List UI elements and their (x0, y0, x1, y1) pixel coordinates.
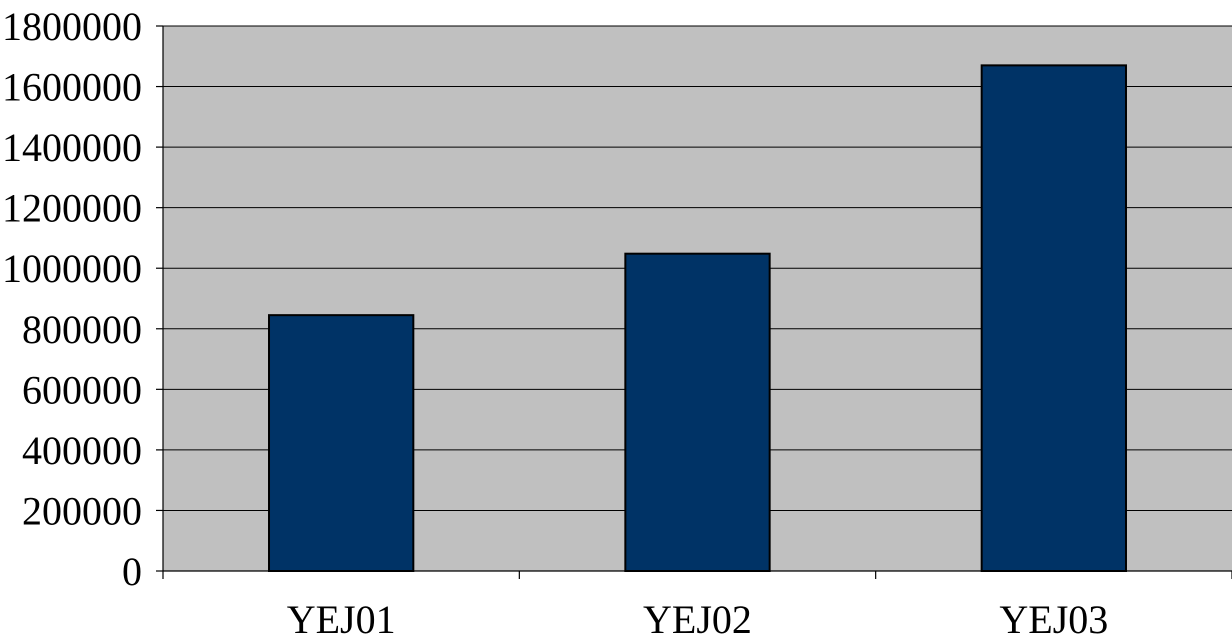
y-axis-tick-label: 1800000 (2, 4, 142, 49)
y-axis-tick-label: 800000 (22, 307, 142, 352)
x-axis-tick-label: YEJ01 (287, 597, 396, 642)
bar-yej01 (268, 314, 415, 572)
y-axis-tick-label: 1000000 (2, 246, 142, 291)
y-axis-tick-label: 1200000 (2, 186, 142, 231)
bars (268, 64, 1127, 572)
x-axis-tick-label: YEJ03 (999, 597, 1108, 642)
axes (156, 25, 1232, 579)
y-axis-tick-label: 400000 (22, 428, 142, 473)
y-axis-tick-label: 600000 (22, 367, 142, 412)
bar-yej02 (624, 252, 771, 572)
y-axis-tick-label: 1400000 (2, 125, 142, 170)
y-axis-tick-label: 200000 (22, 488, 142, 533)
bar-yej03 (980, 64, 1127, 572)
y-axis-tick-label: 0 (122, 549, 142, 594)
x-axis-tick-labels: YEJ01 YEJ02 YEJ03 (287, 597, 1109, 642)
x-axis-tick-label: YEJ02 (643, 597, 752, 642)
y-axis-tick-labels: 0 200000 400000 600000 800000 1000000 1200000 1… (2, 4, 142, 594)
y-axis-tick-label: 1600000 (2, 65, 142, 110)
